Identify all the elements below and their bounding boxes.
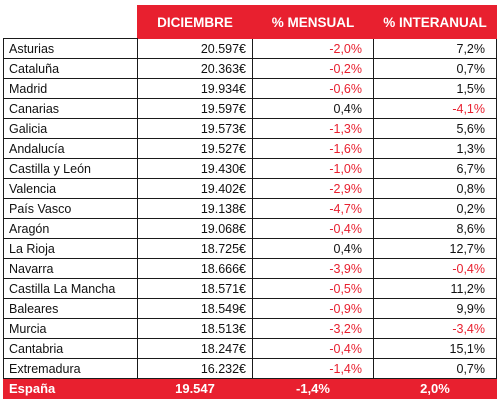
interanual-cell: 0,7% xyxy=(373,358,497,379)
region-cell: Baleares xyxy=(3,298,138,319)
total-mensual-cell: -1,4% xyxy=(252,378,374,399)
salary-table-container: DICIEMBRE % MENSUAL % INTERANUAL Asturia… xyxy=(3,5,497,399)
table-row: Cantabria 18.247€ -0,4% 15,1% xyxy=(3,338,497,359)
mensual-cell: -1,0% xyxy=(252,158,374,179)
diciembre-cell: 19.597€ xyxy=(137,98,253,119)
interanual-cell: 1,5% xyxy=(373,78,497,99)
mensual-cell: -0,6% xyxy=(252,78,374,99)
diciembre-cell: 18.666€ xyxy=(137,258,253,279)
table-row: Asturias 20.597€ -2,0% 7,2% xyxy=(3,38,497,59)
table-row: Galicia 19.573€ -1,3% 5,6% xyxy=(3,118,497,139)
interanual-cell: 8,6% xyxy=(373,218,497,239)
diciembre-cell: 19.068€ xyxy=(137,218,253,239)
region-cell: Valencia xyxy=(3,178,138,199)
mensual-cell: -2,0% xyxy=(252,38,374,59)
mensual-cell: -2,9% xyxy=(252,178,374,199)
diciembre-cell: 18.549€ xyxy=(137,298,253,319)
table-header: DICIEMBRE % MENSUAL % INTERANUAL xyxy=(3,5,497,39)
interanual-cell: 7,2% xyxy=(373,38,497,59)
table-row: Castilla y León 19.430€ -1,0% 6,7% xyxy=(3,158,497,179)
table-row: Aragón 19.068€ -0,4% 8,6% xyxy=(3,218,497,239)
diciembre-cell: 19.573€ xyxy=(137,118,253,139)
region-cell: Andalucía xyxy=(3,138,138,159)
mensual-cell: -1,4% xyxy=(252,358,374,379)
diciembre-cell: 18.725€ xyxy=(137,238,253,259)
mensual-cell: -3,2% xyxy=(252,318,374,339)
mensual-cell: -0,4% xyxy=(252,218,374,239)
region-cell: Canarias xyxy=(3,98,138,119)
interanual-cell: -0,4% xyxy=(373,258,497,279)
diciembre-cell: 16.232€ xyxy=(137,358,253,379)
interanual-cell: 1,3% xyxy=(373,138,497,159)
table-row: Canarias 19.597€ 0,4% -4,1% xyxy=(3,98,497,119)
total-region-cell: España xyxy=(3,378,138,399)
region-cell: Castilla La Mancha xyxy=(3,278,138,299)
diciembre-cell: 20.597€ xyxy=(137,38,253,59)
interanual-cell: 15,1% xyxy=(373,338,497,359)
diciembre-cell: 19.430€ xyxy=(137,158,253,179)
interanual-cell: -4,1% xyxy=(373,98,497,119)
total-interanual-cell: 2,0% xyxy=(373,378,497,399)
total-diciembre-cell: 19.547 xyxy=(137,378,253,399)
total-row: España 19.547 -1,4% 2,0% xyxy=(3,378,497,399)
region-cell: Murcia xyxy=(3,318,138,339)
interanual-cell: -3,4% xyxy=(373,318,497,339)
interanual-cell: 6,7% xyxy=(373,158,497,179)
interanual-cell: 11,2% xyxy=(373,278,497,299)
table-row: Baleares 18.549€ -0,9% 9,9% xyxy=(3,298,497,319)
table-row: Madrid 19.934€ -0,6% 1,5% xyxy=(3,78,497,99)
diciembre-cell: 19.402€ xyxy=(137,178,253,199)
region-cell: Castilla y León xyxy=(3,158,138,179)
table-row: Andalucía 19.527€ -1,6% 1,3% xyxy=(3,138,497,159)
interanual-cell: 0,7% xyxy=(373,58,497,79)
region-cell: Extremadura xyxy=(3,358,138,379)
table-row: La Rioja 18.725€ 0,4% 12,7% xyxy=(3,238,497,259)
interanual-cell: 0,8% xyxy=(373,178,497,199)
region-cell: Galicia xyxy=(3,118,138,139)
region-cell: La Rioja xyxy=(3,238,138,259)
interanual-cell: 9,9% xyxy=(373,298,497,319)
region-cell: Cantabria xyxy=(3,338,138,359)
region-cell: Asturias xyxy=(3,38,138,59)
table-row: Valencia 19.402€ -2,9% 0,8% xyxy=(3,178,497,199)
table-row: Navarra 18.666€ -3,9% -0,4% xyxy=(3,258,497,279)
region-cell: Aragón xyxy=(3,218,138,239)
table-body: Asturias 20.597€ -2,0% 7,2% Cataluña 20.363€ -… xyxy=(3,38,497,399)
interanual-cell: 12,7% xyxy=(373,238,497,259)
mensual-cell: -0,4% xyxy=(252,338,374,359)
region-cell: Madrid xyxy=(3,78,138,99)
table-row: Cataluña 20.363€ -0,2% 0,7% xyxy=(3,58,497,79)
region-cell: Navarra xyxy=(3,258,138,279)
interanual-cell: 5,6% xyxy=(373,118,497,139)
mensual-cell: -1,6% xyxy=(252,138,374,159)
salary-table: DICIEMBRE % MENSUAL % INTERANUAL Asturia… xyxy=(3,5,497,399)
mensual-cell: -0,2% xyxy=(252,58,374,79)
header-region xyxy=(3,5,138,39)
mensual-cell: -3,9% xyxy=(252,258,374,279)
table-row: Murcia 18.513€ -3,2% -3,4% xyxy=(3,318,497,339)
table-row: País Vasco 19.138€ -4,7% 0,2% xyxy=(3,198,497,219)
mensual-cell: -0,9% xyxy=(252,298,374,319)
region-cell: Cataluña xyxy=(3,58,138,79)
diciembre-cell: 18.513€ xyxy=(137,318,253,339)
table-row: Extremadura 16.232€ -1,4% 0,7% xyxy=(3,358,497,379)
diciembre-cell: 19.934€ xyxy=(137,78,253,99)
diciembre-cell: 19.527€ xyxy=(137,138,253,159)
header-mensual: % MENSUAL xyxy=(252,5,374,39)
table-row: Castilla La Mancha 18.571€ -0,5% 11,2% xyxy=(3,278,497,299)
mensual-cell: -4,7% xyxy=(252,198,374,219)
header-interanual: % INTERANUAL xyxy=(373,5,497,39)
region-cell: País Vasco xyxy=(3,198,138,219)
header-diciembre: DICIEMBRE xyxy=(137,5,253,39)
diciembre-cell: 19.138€ xyxy=(137,198,253,219)
diciembre-cell: 20.363€ xyxy=(137,58,253,79)
mensual-cell: 0,4% xyxy=(252,238,374,259)
mensual-cell: -0,5% xyxy=(252,278,374,299)
diciembre-cell: 18.247€ xyxy=(137,338,253,359)
mensual-cell: -1,3% xyxy=(252,118,374,139)
interanual-cell: 0,2% xyxy=(373,198,497,219)
mensual-cell: 0,4% xyxy=(252,98,374,119)
diciembre-cell: 18.571€ xyxy=(137,278,253,299)
